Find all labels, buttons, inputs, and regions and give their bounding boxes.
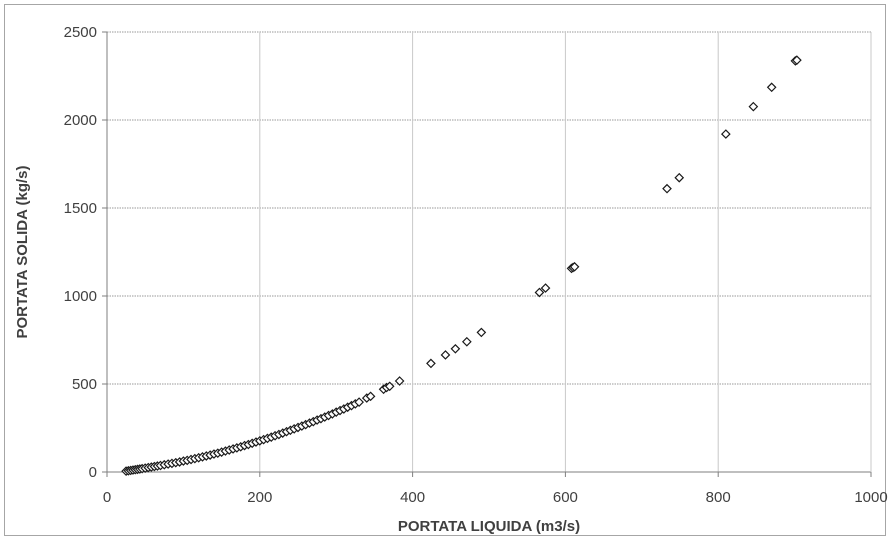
data-point <box>354 397 364 407</box>
data-point <box>720 129 731 139</box>
y-axis-label: PORTATA SOLIDA (kg/s) <box>14 165 31 338</box>
data-points <box>121 55 802 476</box>
y-tick-label: 500 <box>72 376 97 393</box>
data-point <box>540 283 551 293</box>
data-point <box>440 350 451 360</box>
data-point <box>766 82 777 93</box>
x-tick-label: 200 <box>247 489 272 506</box>
data-point <box>534 287 545 298</box>
y-tick-label: 1500 <box>64 200 97 217</box>
x-tick-label: 400 <box>400 489 425 506</box>
x-tick-label: 600 <box>553 489 578 506</box>
x-tick-label: 0 <box>103 489 111 506</box>
x-tick-label: 800 <box>706 489 731 506</box>
gridlines <box>107 31 872 472</box>
y-tick-label: 0 <box>89 464 97 481</box>
y-tick-label: 2500 <box>64 24 97 41</box>
data-point <box>461 336 472 347</box>
data-point <box>748 101 759 112</box>
data-point <box>662 183 672 194</box>
data-point <box>674 172 685 183</box>
y-tick-label: 2000 <box>64 112 97 129</box>
x-axis-ticks: 0 200 400 600 800 1000 <box>103 489 888 506</box>
chart-frame <box>4 4 886 536</box>
data-point <box>476 327 487 338</box>
data-point <box>569 261 580 272</box>
y-tick-label: 1000 <box>64 288 97 305</box>
x-axis-label: PORTATA LIQUIDA (m3/s) <box>398 518 580 535</box>
x-tick-label: 1000 <box>854 489 887 506</box>
data-point <box>792 55 802 66</box>
y-axis-ticks: 0 500 1000 1500 2000 2500 <box>64 24 97 481</box>
data-point <box>426 358 436 369</box>
data-point <box>365 391 376 402</box>
data-point <box>384 381 395 392</box>
data-point <box>450 343 461 354</box>
data-point <box>394 376 405 386</box>
plot-area <box>102 31 872 477</box>
